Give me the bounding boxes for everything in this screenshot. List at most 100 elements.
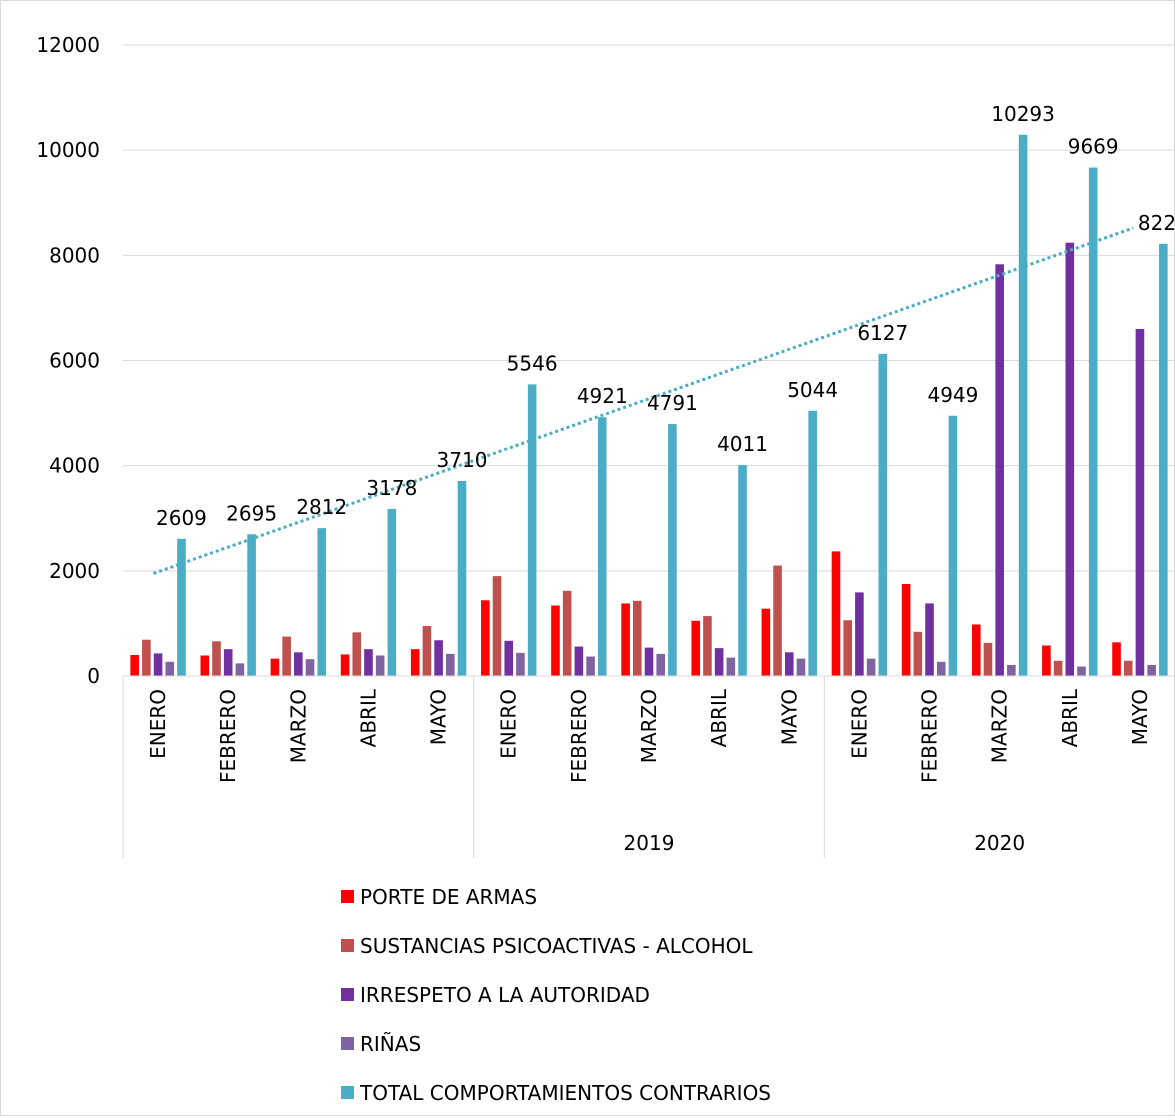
bar <box>410 649 420 676</box>
data-label: 2609 <box>156 506 207 530</box>
x-tick-label: FEBRERO <box>216 689 240 783</box>
bar <box>1123 660 1133 676</box>
legend-swatch <box>341 1086 354 1099</box>
bar <box>843 620 852 676</box>
data-label: 5546 <box>507 351 558 375</box>
bar <box>691 620 701 676</box>
bar <box>130 654 139 676</box>
y-tick-label: 12000 <box>36 33 100 57</box>
bar <box>492 576 502 676</box>
bar <box>925 603 934 676</box>
data-label: 3710 <box>437 448 488 472</box>
bar <box>1018 134 1028 676</box>
data-label: 2812 <box>296 495 347 519</box>
bar <box>142 639 151 676</box>
bar <box>703 616 712 676</box>
x-tick-label: ABRIL <box>356 688 380 747</box>
data-label: 10293 <box>991 102 1055 126</box>
y-tick-label: 6000 <box>49 349 100 373</box>
legend-swatch <box>341 1037 354 1050</box>
bar <box>212 641 221 676</box>
trendline <box>152 226 1134 575</box>
bar <box>656 653 665 676</box>
bar <box>340 654 350 676</box>
data-label: 4949 <box>927 383 978 407</box>
bar <box>586 656 595 676</box>
legend-label: SUSTANCIAS PSICOACTIVAS - ALCOHOL <box>360 934 753 958</box>
bar <box>1135 328 1145 676</box>
bar <box>422 626 432 676</box>
bar <box>726 657 736 676</box>
bar <box>270 658 280 676</box>
bar <box>633 600 642 676</box>
bar <box>1007 664 1016 676</box>
bar <box>434 640 443 676</box>
bar <box>235 663 245 676</box>
y-tick-label: 4000 <box>49 454 100 478</box>
x-tick-label: FEBRERO <box>567 689 591 783</box>
group-label: 2019 <box>624 831 675 855</box>
bar <box>457 480 467 676</box>
x-tick-label: MAYO <box>1128 689 1152 745</box>
x-tick-label: ENERO <box>146 689 170 759</box>
bar <box>796 658 806 676</box>
bars <box>130 134 1168 677</box>
x-tick-label: ENERO <box>847 689 871 759</box>
bar <box>878 353 888 676</box>
bar <box>200 655 210 676</box>
bar <box>504 640 514 676</box>
bar <box>153 653 163 676</box>
bar <box>352 632 362 676</box>
y-tick-label: 8000 <box>49 243 100 267</box>
bar <box>644 647 654 676</box>
y-axis: 0 2000 4000 6000 8000 10000 12000 <box>36 33 100 688</box>
data-label: 8220 <box>1138 211 1175 235</box>
bar <box>738 465 747 676</box>
bar <box>294 652 303 676</box>
bar <box>714 648 724 676</box>
bar <box>971 624 981 676</box>
bar <box>901 583 911 676</box>
x-tick-label: ABRIL <box>1058 688 1082 747</box>
bar <box>913 631 923 676</box>
legend-label: IRRESPETO A LA AUTORIDAD <box>360 983 650 1007</box>
x-tick-label: ENERO <box>497 689 521 759</box>
bar <box>317 528 327 676</box>
bar <box>165 661 175 676</box>
data-label: 9669 <box>1068 135 1119 159</box>
legend-swatch <box>341 939 354 952</box>
data-label: 6127 <box>857 321 908 345</box>
bar <box>831 551 841 676</box>
bar <box>808 410 817 676</box>
y-tick-label: 2000 <box>49 559 100 583</box>
bar <box>446 653 455 676</box>
legend-swatch <box>341 988 354 1001</box>
data-label: 5044 <box>787 378 838 402</box>
data-label: 4011 <box>717 432 768 456</box>
bar <box>761 608 771 676</box>
x-tick-label: MAYO <box>777 689 801 745</box>
bar <box>574 646 584 676</box>
bar <box>387 508 397 676</box>
bar <box>597 417 607 676</box>
legend-label: RIÑAS <box>360 1032 421 1056</box>
bar <box>936 661 946 676</box>
bar <box>866 658 876 676</box>
bar <box>1053 660 1063 676</box>
x-tick-label: MARZO <box>637 689 661 763</box>
x-tick-label: MARZO <box>988 689 1012 763</box>
bar <box>621 603 630 676</box>
bar <box>516 652 525 676</box>
x-tick-label: MARZO <box>286 689 310 763</box>
x-tick-label: ABRIL <box>707 688 731 747</box>
bar <box>1065 242 1075 677</box>
bar <box>1147 664 1156 676</box>
legend-label: TOTAL COMPORTAMIENTOS CONTRARIOS <box>359 1081 771 1105</box>
bar <box>177 538 186 676</box>
x-tick-label: FEBRERO <box>918 689 942 783</box>
bar <box>995 264 1004 676</box>
bar <box>562 590 572 676</box>
